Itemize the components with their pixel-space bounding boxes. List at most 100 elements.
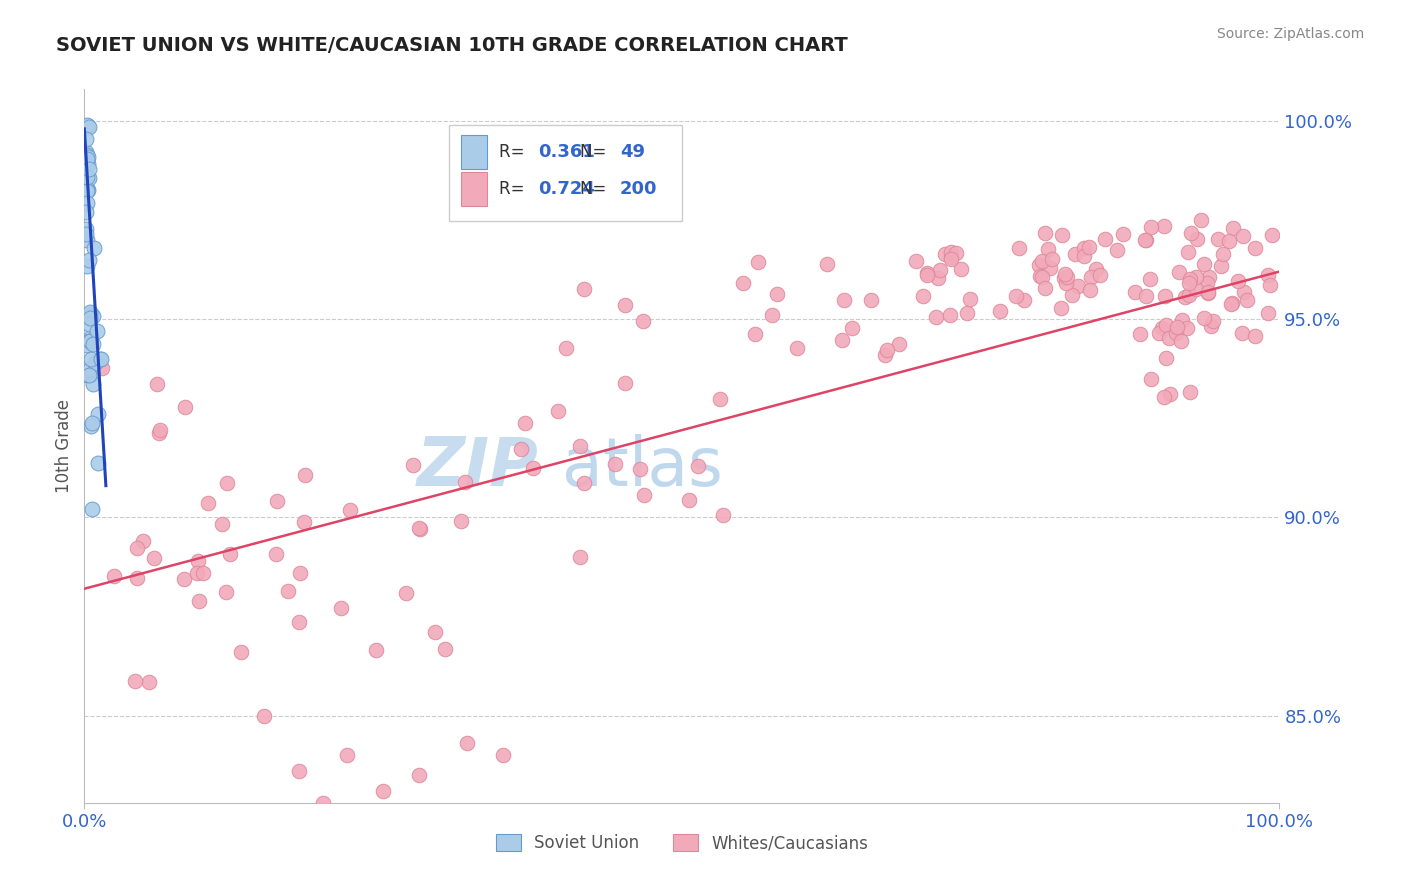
Point	[125, 571, 148, 585]
Point	[79, 307, 101, 321]
Point	[1170, 334, 1192, 348]
Point	[1194, 311, 1216, 326]
Point	[82, 376, 104, 391]
Text: ZIP: ZIP	[416, 434, 538, 500]
Point	[75, 205, 97, 219]
Point	[747, 255, 769, 269]
Text: Source: ZipAtlas.com: Source: ZipAtlas.com	[1216, 27, 1364, 41]
Point	[266, 494, 288, 508]
Point	[329, 601, 352, 615]
Point	[688, 459, 710, 474]
Point	[1222, 221, 1244, 235]
Point	[917, 268, 939, 282]
Point	[633, 488, 655, 502]
Point	[572, 476, 595, 491]
Point	[1152, 321, 1174, 335]
Point	[1088, 268, 1111, 282]
Point	[1233, 285, 1256, 299]
Point	[1063, 246, 1085, 260]
Text: SOVIET UNION VS WHITE/CAUCASIAN 10TH GRADE CORRELATION CHART: SOVIET UNION VS WHITE/CAUCASIAN 10TH GRA…	[56, 36, 848, 54]
Point	[1208, 232, 1230, 246]
Point	[187, 554, 209, 568]
Point	[1185, 232, 1208, 246]
Point	[149, 424, 172, 438]
Text: N=: N=	[581, 143, 612, 161]
Point	[211, 516, 233, 531]
Point	[1166, 320, 1188, 334]
Point	[253, 708, 276, 723]
Point	[1078, 283, 1101, 297]
Point	[450, 514, 472, 528]
Point	[145, 377, 167, 392]
Point	[76, 152, 98, 166]
Point	[1154, 289, 1177, 303]
Point	[1005, 289, 1028, 303]
Point	[1230, 326, 1253, 340]
Point	[927, 270, 949, 285]
Point	[336, 748, 359, 763]
Point	[288, 764, 311, 778]
Point	[513, 416, 536, 430]
Point	[572, 282, 595, 296]
Point	[1178, 385, 1201, 400]
Point	[191, 566, 214, 580]
Text: 49: 49	[620, 143, 645, 161]
Point	[766, 286, 789, 301]
Point	[1033, 281, 1056, 295]
Point	[124, 673, 146, 688]
Point	[1062, 287, 1084, 301]
Point	[1078, 240, 1101, 254]
Point	[547, 404, 569, 418]
Point	[934, 247, 956, 261]
Point	[409, 522, 432, 536]
Point	[1140, 372, 1163, 386]
Point	[628, 462, 651, 476]
Point	[402, 458, 425, 473]
Point	[79, 362, 101, 376]
Point	[1129, 326, 1152, 341]
Point	[1040, 252, 1063, 266]
Point	[103, 568, 125, 582]
Point	[1192, 256, 1215, 270]
Point	[77, 183, 100, 197]
Point	[939, 308, 962, 322]
Point	[1261, 228, 1284, 243]
Text: 0.724: 0.724	[538, 180, 595, 198]
Point	[339, 503, 361, 517]
Point	[1167, 265, 1189, 279]
Point	[941, 244, 963, 259]
Point	[950, 262, 973, 277]
Point	[1258, 278, 1281, 293]
Y-axis label: 10th Grade: 10th Grade	[55, 399, 73, 493]
Point	[492, 748, 515, 763]
Point	[76, 170, 98, 185]
Point	[1170, 313, 1192, 327]
Point	[941, 250, 963, 264]
Point	[82, 336, 104, 351]
Point	[292, 515, 315, 529]
Text: R=: R=	[499, 180, 530, 198]
Point	[82, 309, 104, 323]
Point	[1180, 271, 1202, 285]
FancyBboxPatch shape	[449, 125, 682, 221]
Point	[509, 442, 531, 456]
Point	[80, 330, 103, 344]
Point	[79, 311, 101, 326]
Point	[1039, 260, 1062, 275]
Point	[1033, 226, 1056, 240]
Point	[613, 376, 636, 390]
Point	[76, 182, 98, 196]
Point	[1139, 272, 1161, 286]
Point	[887, 337, 910, 351]
Point	[1147, 326, 1170, 341]
Point	[832, 293, 855, 307]
Point	[364, 643, 387, 657]
Point	[1177, 244, 1199, 259]
Point	[1159, 331, 1181, 345]
Point	[711, 508, 734, 522]
Point	[1236, 293, 1258, 307]
Point	[80, 367, 103, 381]
Point	[841, 321, 863, 335]
Point	[1050, 227, 1073, 242]
Point	[197, 495, 219, 509]
